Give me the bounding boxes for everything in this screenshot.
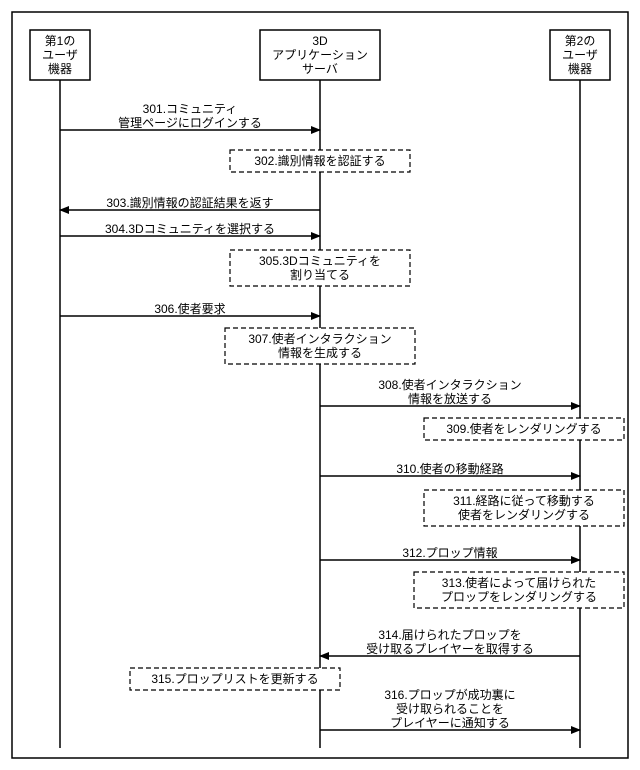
lifeline-label: 機器: [48, 61, 72, 76]
message-label: 受け取られることを: [396, 702, 504, 716]
note-label: 309.使者をレンダリングする: [446, 421, 601, 436]
message-label: 情報を放送する: [408, 391, 492, 406]
lifeline-label: 機器: [568, 61, 592, 76]
message-label: 306.使者要求: [154, 301, 225, 316]
note-label: 割り当てる: [290, 267, 350, 282]
message-label: 316.プロップが成功裏に: [384, 687, 515, 702]
lifeline-label: ユーザ: [562, 48, 598, 62]
note-label: 315.プロップリストを更新する: [151, 671, 318, 686]
lifeline-label: ユーザ: [42, 48, 78, 62]
sequence-diagram: 第1のユーザ機器3Dアプリケーションサーバ第2のユーザ機器301.コミュニティ管…: [0, 0, 640, 770]
lifeline-label: サーバ: [302, 62, 338, 76]
note-label: 307.使者インタラクション: [248, 331, 391, 346]
note-label: 305.3Dコミュニティを: [259, 254, 381, 268]
message-label: 受け取るプレイヤーを取得する: [366, 641, 534, 656]
message-label: 310.使者の移動経路: [396, 461, 503, 476]
message-label: 308.使者インタラクション: [378, 377, 521, 392]
note-label: 使者をレンダリングする: [458, 507, 590, 522]
note-label: 313.使者によって届けられた: [442, 575, 596, 590]
note-label: 311.経路に従って移動する: [453, 493, 595, 508]
message-label: 301.コミュニティ: [143, 102, 238, 116]
message-label: プレイヤーに通知する: [390, 716, 510, 730]
lifeline-label: 第1の: [45, 34, 76, 48]
message-label: 314.届けられたプロップを: [378, 628, 521, 642]
message-label: 304.3Dコミュニティを選択する: [105, 222, 275, 236]
message-label: 303.識別情報の認証結果を返す: [106, 195, 273, 210]
lifeline-label: アプリケーション: [272, 48, 368, 62]
note-label: 情報を生成する: [278, 346, 362, 360]
lifeline-label: 3D: [312, 34, 328, 48]
note-label: 302.識別情報を認証する: [254, 153, 385, 168]
lifeline-label: 第2の: [565, 34, 596, 48]
message-label: 312.プロップ情報: [402, 546, 497, 560]
message-label: 管理ページにログインする: [118, 115, 262, 130]
note-label: プロップをレンダリングする: [441, 589, 597, 604]
